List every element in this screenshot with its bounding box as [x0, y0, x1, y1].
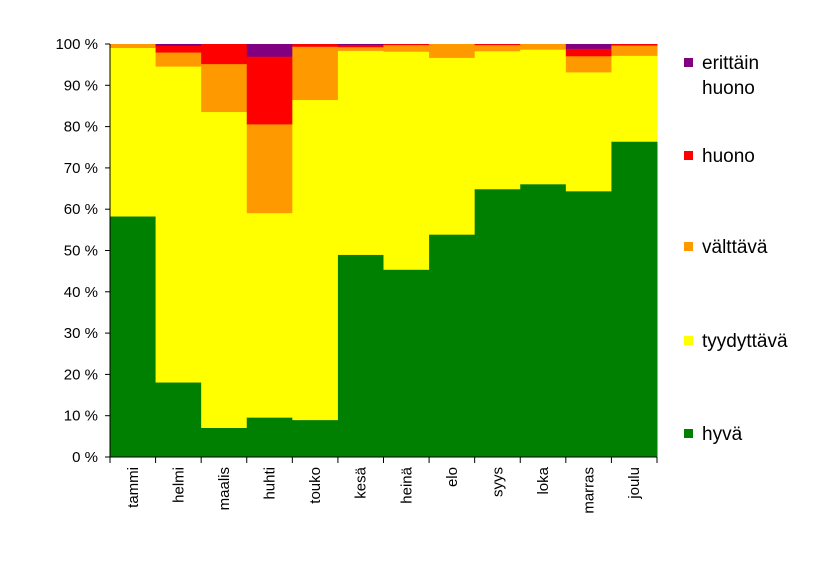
- bar-segment-maalis-0: [201, 427, 248, 458]
- x-tick-label-huhti: huhti: [262, 467, 279, 500]
- bar-segment-loka-2: [520, 44, 567, 50]
- legend-label: erittäin: [702, 53, 759, 74]
- bar-segment-helmi-0: [155, 382, 202, 458]
- bar-segment-heinä-2: [383, 44, 430, 52]
- y-tick-label: 60 %: [64, 201, 98, 218]
- x-tick-label-kesä: kesä: [353, 466, 370, 498]
- y-tick-label: 0 %: [72, 449, 98, 466]
- bar-segments: [110, 44, 658, 458]
- bar-segment-kesä-3: [337, 44, 384, 48]
- x-tick-label-helmi: helmi: [170, 467, 187, 503]
- bar-segment-elo-0: [429, 234, 476, 458]
- y-tick-label: 80 %: [64, 119, 98, 136]
- bar-segment-helmi-1: [155, 66, 202, 383]
- bar-segment-elo-1: [429, 57, 476, 235]
- bar-segment-joulu-2: [611, 45, 658, 56]
- x-tick-label-touko: touko: [307, 467, 324, 504]
- x-tick-label-syys: syys: [489, 467, 506, 497]
- bar-segment-elo-2: [429, 44, 476, 58]
- x-tick-label-elo: elo: [444, 467, 461, 487]
- bar-segment-heinä-0: [383, 269, 430, 458]
- bar-segment-syys-3: [474, 44, 521, 46]
- bar-segment-helmi-2: [155, 52, 202, 67]
- bar-segment-kesä-1: [337, 50, 384, 255]
- x-tick-label-loka: loka: [535, 466, 552, 494]
- bar-segment-tammi-1: [110, 47, 157, 217]
- x-tick-label-heinä: heinä: [398, 466, 415, 503]
- y-tick-label: 30 %: [64, 325, 98, 342]
- x-tick-label-marras: marras: [581, 467, 598, 514]
- x-tick-label-joulu: joulu: [626, 467, 643, 500]
- bar-segment-syys-1: [474, 51, 521, 190]
- y-tick-labels: 0 % 10 % 20 % 30 % 40 % 50 % 60 % 70 % 80 % 90 % 1…: [55, 36, 98, 466]
- bar-segment-joulu-1: [611, 55, 658, 142]
- bar-segment-marras-2: [565, 55, 612, 73]
- legend-swatch: [684, 58, 693, 67]
- bar-segment-kesä-4: [337, 44, 384, 46]
- legend-label: huono: [702, 78, 755, 99]
- bar-segment-heinä-1: [383, 51, 430, 270]
- legend-swatch: [684, 429, 693, 438]
- bar-segment-helmi-4: [155, 44, 202, 46]
- bar-segment-marras-1: [565, 72, 612, 192]
- bar-segment-joulu-3: [611, 44, 658, 46]
- bar-segment-huhti-4: [246, 44, 293, 57]
- x-tick-label-maalis: maalis: [216, 467, 233, 510]
- bar-segment-tammi-2: [110, 44, 157, 49]
- legend-label: hyvä: [702, 424, 743, 445]
- y-tick-label: 90 %: [64, 77, 98, 94]
- legend-label: välttävä: [702, 237, 768, 258]
- bar-segment-joulu-0: [611, 141, 658, 458]
- y-tick-label: 70 %: [64, 160, 98, 177]
- bar-segment-marras-0: [565, 191, 612, 458]
- y-tick-label: 40 %: [64, 284, 98, 301]
- bar-segment-touko-0: [292, 419, 339, 458]
- bar-segment-touko-3: [292, 44, 339, 47]
- bar-segment-maalis-1: [201, 111, 248, 428]
- bar-segment-kesä-2: [337, 46, 384, 51]
- bar-segment-heinä-3: [383, 44, 430, 46]
- legend-swatch: [684, 151, 693, 160]
- bar-segment-marras-4: [565, 44, 612, 49]
- bar-segment-kesä-0: [337, 254, 384, 458]
- y-tick-label: 100 %: [55, 36, 98, 53]
- bar-segment-touko-2: [292, 46, 339, 101]
- bar-segment-huhti-1: [246, 212, 293, 418]
- legend-label: huono: [702, 146, 755, 167]
- bar-segment-touko-1: [292, 99, 339, 421]
- bar-segment-maalis-3: [201, 44, 248, 65]
- y-tick-label: 10 %: [64, 408, 98, 425]
- y-tick-label: 50 %: [64, 243, 98, 260]
- bar-segment-huhti-3: [246, 56, 293, 125]
- axes: [105, 43, 658, 463]
- legend: erittäin huono huono välttävä tyydyttävä hyvä: [684, 53, 788, 445]
- bar-segment-helmi-3: [155, 45, 202, 53]
- y-tick-label: 20 %: [64, 366, 98, 383]
- bar-segment-syys-2: [474, 44, 521, 52]
- legend-label: tyydyttävä: [702, 331, 788, 352]
- x-tick-labels: tammi helmi maalis huhti touko kesä heinä elo sy…: [125, 466, 643, 513]
- bar-segment-huhti-2: [246, 124, 293, 214]
- legend-swatch: [684, 336, 693, 345]
- bar-segment-tammi-0: [110, 216, 157, 458]
- bar-segment-loka-1: [520, 49, 567, 185]
- bar-segment-maalis-2: [201, 63, 248, 113]
- bar-segment-huhti-0: [246, 417, 293, 458]
- bar-segment-loka-0: [520, 184, 567, 458]
- bar-segment-syys-0: [474, 188, 521, 458]
- bar-segment-marras-3: [565, 48, 612, 57]
- legend-swatch: [684, 242, 693, 251]
- x-tick-label-tammi: tammi: [125, 467, 142, 508]
